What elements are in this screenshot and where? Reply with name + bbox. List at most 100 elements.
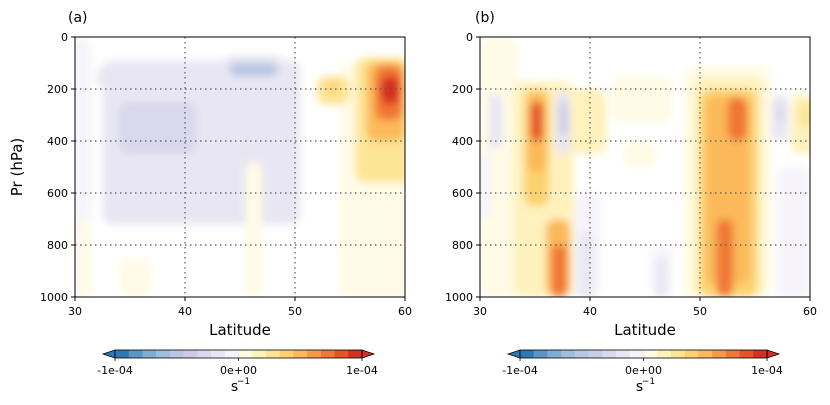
colorbar-swatch — [739, 350, 754, 358]
colorbar-swatch — [643, 350, 658, 358]
colorbar-swatch — [616, 350, 631, 358]
colorbar-swatch — [657, 350, 672, 358]
field-patch-b-10 — [559, 102, 568, 136]
field-patch-b-15 — [623, 141, 656, 167]
y-tick-label: 200 — [452, 83, 473, 96]
colorbar-swatch — [698, 350, 713, 358]
colorbar-swatch — [753, 350, 768, 358]
field-patch-b-2 — [480, 154, 491, 219]
colorbar-swatch — [307, 350, 322, 358]
colorbar-b: -1e-04 0e+00 1e-04 s−1 — [502, 349, 783, 395]
y-tick-label: 1000 — [445, 291, 473, 304]
colorbar-swatch — [252, 350, 267, 358]
field-patch-a-9 — [119, 258, 152, 297]
panel-b: (b) 0 200 400 600 800 1000 30 40 50 60 Latitude — [445, 10, 817, 339]
y-tick-label: 200 — [47, 83, 68, 96]
x-tick-label: 30 — [473, 305, 487, 318]
colorbar-swatch — [142, 350, 157, 358]
panel-a-ylabel: Pr (hPa) — [8, 138, 26, 197]
colorbar-extend-min — [506, 349, 521, 359]
colorbar-extend-max — [361, 349, 376, 359]
colorbar-swatch — [128, 350, 143, 358]
x-tick-label: 60 — [803, 305, 817, 318]
colorbar-swatch — [348, 350, 363, 358]
field-patch-b-25 — [777, 104, 785, 123]
colorbar-extend-max — [766, 349, 781, 359]
panel-a-label: (a) — [68, 10, 88, 26]
y-tick-label: 0 — [466, 31, 473, 44]
field-patch-b-1 — [488, 94, 502, 149]
colorbar-swatch — [183, 350, 198, 358]
colorbar-swatch — [561, 350, 576, 358]
y-tick-label: 800 — [452, 239, 473, 252]
field-patch-b-11 — [570, 89, 607, 154]
colorbar-swatch — [320, 350, 335, 358]
field-patch-b-17 — [656, 258, 667, 297]
colorbar-swatch — [334, 350, 349, 358]
colorbar-swatch — [293, 350, 308, 358]
colorbar-swatch — [211, 350, 226, 358]
colorbar-tick-label: -1e-04 — [502, 364, 538, 377]
colorbar-swatch — [265, 350, 280, 358]
field-patch-b-23 — [716, 219, 733, 297]
colorbar-swatch — [588, 350, 603, 358]
x-tick-label: 40 — [583, 305, 597, 318]
colorbar-tick-label: -1e-04 — [97, 364, 133, 377]
colorbar-tick-label: 1e-04 — [751, 364, 783, 377]
y-tick-label: 0 — [61, 31, 68, 44]
field-patch-a-17 — [380, 76, 400, 105]
colorbar-swatch — [169, 350, 184, 358]
colorbar-swatch — [279, 350, 294, 358]
colorbar-unit-exponent: −1 — [642, 377, 655, 387]
y-tick-label: 800 — [47, 239, 68, 252]
colorbar-swatch — [156, 350, 171, 358]
field-patch-b-6 — [530, 102, 543, 141]
field-patch-b-22 — [727, 96, 748, 141]
field-patch-a-7 — [251, 66, 273, 73]
x-tick-label: 40 — [178, 305, 192, 318]
colorbar-unit-exponent: −1 — [237, 377, 250, 387]
y-tick-label: 1000 — [40, 291, 68, 304]
colorbar-swatch — [684, 350, 699, 358]
x-tick-label: 30 — [68, 305, 82, 318]
field-patch-b-13 — [579, 232, 593, 297]
field-patch-b-8 — [551, 245, 567, 297]
field-patch-a-4 — [97, 65, 207, 89]
colorbar-swatch — [533, 350, 548, 358]
field-patch-a-13 — [328, 81, 339, 95]
field-patch-b-14 — [612, 76, 673, 123]
colorbar-swatch — [712, 350, 727, 358]
colorbar-unit-label: s — [636, 379, 643, 395]
panel-a-frame — [74, 36, 406, 298]
x-tick-label: 60 — [398, 305, 412, 318]
panel-a-grid — [75, 37, 405, 297]
colorbar-swatch — [197, 350, 212, 358]
colorbar-swatch — [629, 350, 644, 358]
colorbar-swatch — [224, 350, 239, 358]
colorbar-swatch — [574, 350, 589, 358]
x-tick-label: 50 — [288, 305, 302, 318]
colorbar-tick-label: 1e-04 — [346, 364, 378, 377]
x-tick-label: 50 — [693, 305, 707, 318]
colorbar-tick-label: 0e+00 — [625, 364, 662, 377]
panel-a-xlabel: Latitude — [209, 321, 271, 339]
field-patch-a-10 — [245, 161, 262, 297]
panel-a-y-axis: 0 200 400 600 800 1000 — [40, 31, 75, 304]
field-patch-b-27 — [799, 102, 810, 128]
colorbar-tick-label: 0e+00 — [220, 364, 257, 377]
y-tick-label: 600 — [47, 187, 68, 200]
colorbar-extend-min — [101, 349, 116, 359]
panel-b-x-axis: 30 40 50 60 — [473, 297, 817, 318]
colorbar-swatch — [725, 350, 740, 358]
y-tick-label: 400 — [452, 135, 473, 148]
colorbar-swatch — [520, 350, 535, 358]
colorbar-a: -1e-04 0e+00 1e-04 s−1 — [97, 349, 378, 395]
colorbar-unit-label: s — [231, 379, 238, 395]
panel-b-grid — [480, 37, 810, 297]
panel-b-label: (b) — [475, 10, 495, 26]
panel-a-field — [75, 37, 405, 297]
field-patch-b-28 — [777, 167, 810, 297]
panel-b-frame — [479, 36, 811, 298]
